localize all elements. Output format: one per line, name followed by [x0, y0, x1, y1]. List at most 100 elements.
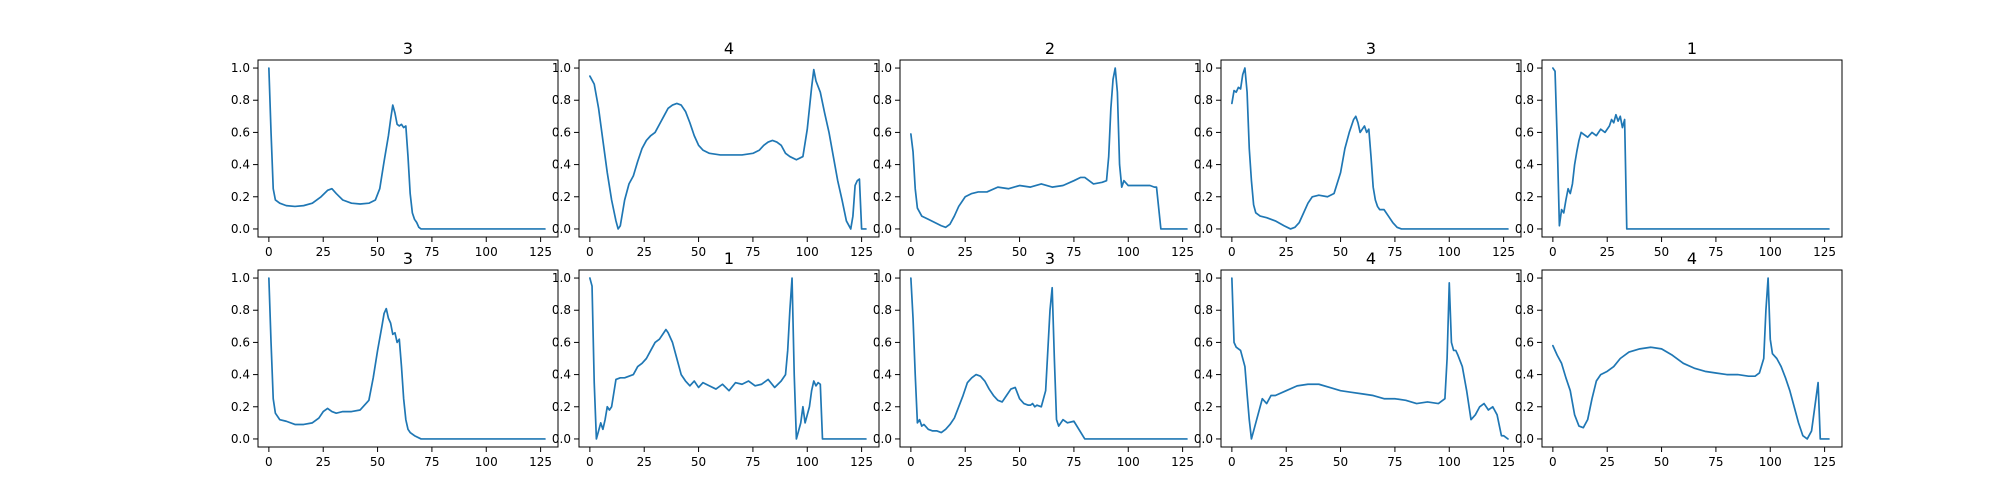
x-tick-label: 75 [1708, 245, 1723, 259]
y-tick-label: 0.2 [1515, 190, 1534, 204]
series-line [268, 67, 546, 230]
y-tick-label: 1.0 [1515, 61, 1534, 75]
subplot-title: 3 [403, 249, 413, 268]
x-tick-label: 75 [424, 455, 439, 469]
x-tick-label: 75 [745, 455, 760, 469]
y-tick-label: 0.8 [1194, 93, 1213, 107]
series-line [589, 68, 867, 230]
y-tick-label: 1.0 [552, 271, 571, 285]
y-tick-label: 0.6 [873, 335, 892, 349]
y-tick-label: 0.2 [873, 400, 892, 414]
axes-frame [1541, 59, 1843, 238]
x-tick-label: 125 [1492, 455, 1515, 469]
series-line [910, 277, 1188, 440]
x-tick-label: 25 [637, 245, 652, 259]
subplot-title: 3 [1045, 249, 1055, 268]
y-tick-label: 0.0 [873, 432, 892, 446]
y-tick-label: 0.4 [873, 368, 892, 382]
x-tick-label: 125 [1813, 455, 1836, 469]
x-tick-label: 25 [958, 245, 973, 259]
y-tick-label: 1.0 [231, 271, 250, 285]
x-tick-label: 0 [1228, 455, 1236, 469]
x-tick-label: 100 [796, 455, 819, 469]
axes-frame [578, 59, 880, 238]
y-tick-label: 0.4 [552, 368, 571, 382]
x-tick-label: 0 [586, 245, 594, 259]
series-line [910, 67, 1188, 230]
x-tick-label: 125 [529, 455, 552, 469]
y-tick-label: 0.6 [873, 125, 892, 139]
x-tick-label: 100 [475, 245, 498, 259]
x-tick-label: 50 [1654, 455, 1669, 469]
x-tick-label: 100 [1759, 245, 1782, 259]
y-tick-label: 0.4 [1194, 158, 1213, 172]
x-tick-label: 100 [1759, 455, 1782, 469]
y-tick-label: 0.2 [1194, 190, 1213, 204]
x-tick-label: 125 [850, 455, 873, 469]
subplot-title: 4 [1366, 249, 1376, 268]
y-tick-label: 0.2 [1515, 400, 1534, 414]
y-tick-label: 0.0 [1515, 222, 1534, 236]
x-tick-label: 50 [1654, 245, 1669, 259]
subplot-title: 3 [403, 39, 413, 58]
x-tick-label: 75 [1066, 455, 1081, 469]
y-tick-label: 1.0 [1194, 271, 1213, 285]
subplot-title: 4 [1687, 249, 1697, 268]
subplot-title: 1 [724, 249, 734, 268]
x-tick-label: 100 [1117, 455, 1140, 469]
y-tick-label: 0.2 [1194, 400, 1213, 414]
y-tick-label: 0.6 [1515, 335, 1534, 349]
y-tick-label: 0.8 [231, 93, 250, 107]
x-tick-label: 125 [529, 245, 552, 259]
series-line [1231, 67, 1509, 230]
series-line [1231, 277, 1509, 440]
y-tick-label: 1.0 [552, 61, 571, 75]
x-tick-label: 50 [1333, 455, 1348, 469]
subplot-title: 2 [1045, 39, 1055, 58]
axes-frame [578, 269, 880, 448]
subplot-8: 3 0 25 50 75 100 125 0.0 0.2 0.4 0.6 0.8 1.0 [873, 249, 1201, 469]
x-tick-label: 50 [1012, 455, 1027, 469]
x-tick-label: 50 [370, 455, 385, 469]
x-tick-label: 0 [1228, 245, 1236, 259]
y-tick-label: 0.0 [873, 222, 892, 236]
x-tick-label: 0 [1549, 455, 1557, 469]
x-tick-label: 50 [370, 245, 385, 259]
x-tick-label: 25 [1279, 245, 1294, 259]
x-tick-label: 75 [745, 245, 760, 259]
subplot-2: 4 0 25 50 75 100 125 0.0 0.2 0.4 0.6 0.8 1.0 [552, 39, 880, 259]
x-tick-label: 50 [1333, 245, 1348, 259]
y-tick-label: 0.8 [873, 93, 892, 107]
x-tick-label: 100 [1117, 245, 1140, 259]
y-tick-label: 1.0 [1194, 61, 1213, 75]
y-tick-label: 0.2 [552, 400, 571, 414]
x-tick-label: 100 [1438, 245, 1461, 259]
y-tick-label: 0.8 [1515, 303, 1534, 317]
y-tick-label: 0.6 [552, 125, 571, 139]
y-tick-label: 0.6 [1515, 125, 1534, 139]
subplot-title: 1 [1687, 39, 1697, 58]
y-tick-label: 1.0 [231, 61, 250, 75]
x-tick-label: 25 [1600, 455, 1615, 469]
series-line [268, 277, 546, 440]
y-tick-label: 0.4 [873, 158, 892, 172]
x-tick-label: 125 [850, 245, 873, 259]
x-tick-label: 25 [1279, 455, 1294, 469]
y-tick-label: 0.4 [1194, 368, 1213, 382]
x-tick-label: 75 [1708, 455, 1723, 469]
y-tick-label: 0.2 [231, 190, 250, 204]
y-tick-label: 0.2 [231, 400, 250, 414]
axes-frame [899, 59, 1201, 238]
y-tick-label: 0.6 [1194, 125, 1213, 139]
x-tick-label: 75 [424, 245, 439, 259]
x-tick-label: 75 [1066, 245, 1081, 259]
x-tick-label: 25 [316, 455, 331, 469]
axes-frame [1220, 59, 1522, 238]
axes-frame [899, 269, 1201, 448]
subplot-title: 3 [1366, 39, 1376, 58]
y-tick-label: 0.4 [552, 158, 571, 172]
series-line [589, 277, 867, 440]
y-tick-label: 0.8 [552, 303, 571, 317]
subplot-4: 3 0 25 50 75 100 125 0.0 0.2 0.4 0.6 0.8 1.0 [1194, 39, 1522, 259]
